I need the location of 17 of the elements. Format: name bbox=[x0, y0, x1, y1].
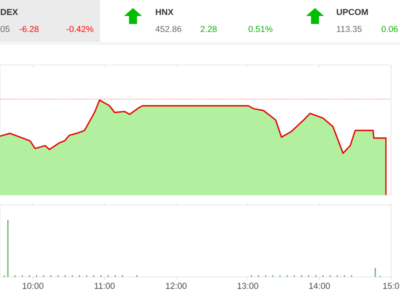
text: 452.86 bbox=[155, 26, 182, 32]
text: 0.06 bbox=[382, 26, 398, 32]
text: -0.42% bbox=[66, 26, 94, 32]
x-tick-label: 14:00 bbox=[309, 282, 330, 289]
text: 113.35 bbox=[336, 26, 362, 32]
text: 2.28 bbox=[200, 26, 217, 32]
x-tick-label: 11:00 bbox=[94, 282, 115, 289]
text: 05 bbox=[0, 26, 10, 32]
text: -6.28 bbox=[20, 26, 39, 32]
x-tick-label: 15:0 bbox=[383, 282, 400, 289]
text: DEX bbox=[0, 9, 18, 15]
text: 0.51% bbox=[248, 26, 272, 32]
x-tick-label: 12:00 bbox=[166, 282, 187, 289]
text: UPCOM bbox=[336, 8, 368, 16]
x-tick-label: 13:00 bbox=[238, 282, 258, 289]
text: HNX bbox=[156, 9, 174, 15]
x-tick-label: 10:00 bbox=[22, 282, 44, 289]
